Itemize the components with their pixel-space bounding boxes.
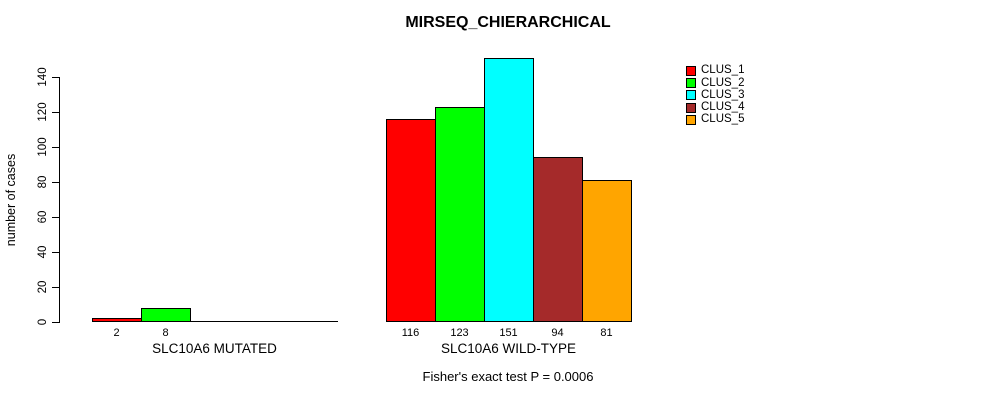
y-tick <box>52 112 59 113</box>
legend-item: CLUS_1 <box>686 65 744 77</box>
bar-value-label: 116 <box>401 327 420 339</box>
y-tick-label: 40 <box>37 245 49 259</box>
bar-value-label: 8 <box>162 327 169 339</box>
legend-item: CLUS_2 <box>686 77 744 89</box>
bar <box>533 157 583 322</box>
bar <box>141 308 191 322</box>
bar-value-label: 2 <box>113 327 120 339</box>
legend: CLUS_1 CLUS_2 CLUS_3 CLUS_4 CLUS_5 <box>686 65 744 126</box>
chart-title: MIRSEQ_CHIERARCHICAL <box>405 14 611 31</box>
y-tick-label: 100 <box>37 137 49 157</box>
legend-swatch <box>686 78 696 89</box>
footer-annotation: Fisher's exact test P = 0.0006 <box>422 369 594 384</box>
y-tick-label: 80 <box>37 175 49 189</box>
bar <box>92 318 142 322</box>
group-label: SLC10A6 WILD-TYPE <box>440 341 577 356</box>
y-tick <box>52 217 59 218</box>
y-tick-label: 140 <box>37 67 49 87</box>
legend-label: CLUS_3 <box>701 88 745 101</box>
legend-label: CLUS_2 <box>701 76 745 89</box>
y-tick <box>52 182 59 183</box>
legend-swatch <box>686 102 696 113</box>
bar-value-label: 123 <box>450 327 469 339</box>
legend-label: CLUS_5 <box>701 113 745 126</box>
y-tick <box>52 322 59 323</box>
y-axis-line <box>59 77 60 323</box>
bar <box>484 58 534 322</box>
bar-value-label: 81 <box>600 327 613 339</box>
y-tick <box>52 252 59 253</box>
legend-item: CLUS_3 <box>686 89 744 101</box>
y-tick-label: 60 <box>37 210 49 224</box>
bar <box>386 119 436 322</box>
y-tick-label: 120 <box>37 102 49 122</box>
y-tick <box>52 287 59 288</box>
y-tick <box>52 147 59 148</box>
bar-value-label: 94 <box>551 327 564 339</box>
legend-swatch <box>686 90 696 101</box>
y-tick <box>52 77 59 78</box>
legend-item: CLUS_5 <box>686 114 744 126</box>
legend-swatch <box>686 114 696 125</box>
y-tick-label: 0 <box>37 318 49 326</box>
legend-label: CLUS_4 <box>701 100 745 113</box>
group-label: SLC10A6 MUTATED <box>152 341 277 356</box>
bar <box>582 180 632 322</box>
legend-swatch <box>686 66 696 77</box>
baseline <box>92 321 338 322</box>
y-tick-label: 20 <box>37 280 49 294</box>
legend-item: CLUS_4 <box>686 100 745 114</box>
bar-value-label: 151 <box>499 327 518 339</box>
legend-label: CLUS_1 <box>701 64 745 77</box>
bar <box>435 107 485 322</box>
